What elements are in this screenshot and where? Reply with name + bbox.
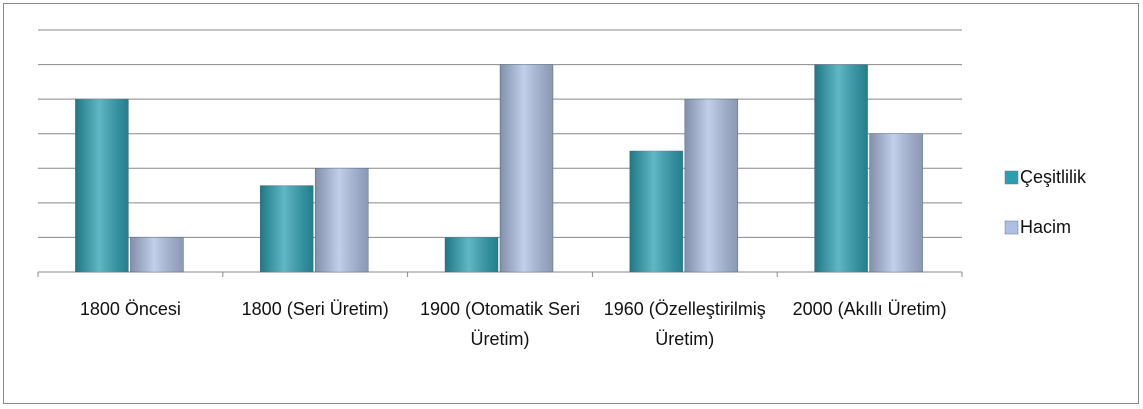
bar-shine: [315, 168, 369, 272]
x-tick-label: 1900 (Otomatik Seri Üretim): [419, 299, 581, 349]
x-tick-label: 1960 (Özelleştirilmiş Üretim): [603, 299, 766, 349]
bar-shine: [814, 64, 868, 272]
bar-shine: [869, 133, 923, 272]
legend-label: Hacim: [1020, 217, 1072, 237]
bar-shine: [75, 99, 129, 273]
bar-shine: [130, 237, 184, 272]
bar-shine: [684, 99, 738, 273]
legend-swatch: [1004, 170, 1019, 185]
bar-shine: [260, 185, 314, 272]
legend-swatch: [1004, 220, 1019, 235]
x-tick-label: 1800 Öncesi: [79, 299, 181, 319]
bar-shine: [445, 237, 498, 272]
chart-border: [3, 3, 1139, 404]
bar-shine: [500, 64, 553, 272]
legend-label: Çeşitlilik: [1020, 167, 1087, 187]
bar-shine: [629, 151, 683, 272]
x-tick-label: 1800 (Seri Üretim): [241, 299, 389, 319]
x-tick-label: 2000 (Akıllı Üretim): [792, 299, 947, 319]
